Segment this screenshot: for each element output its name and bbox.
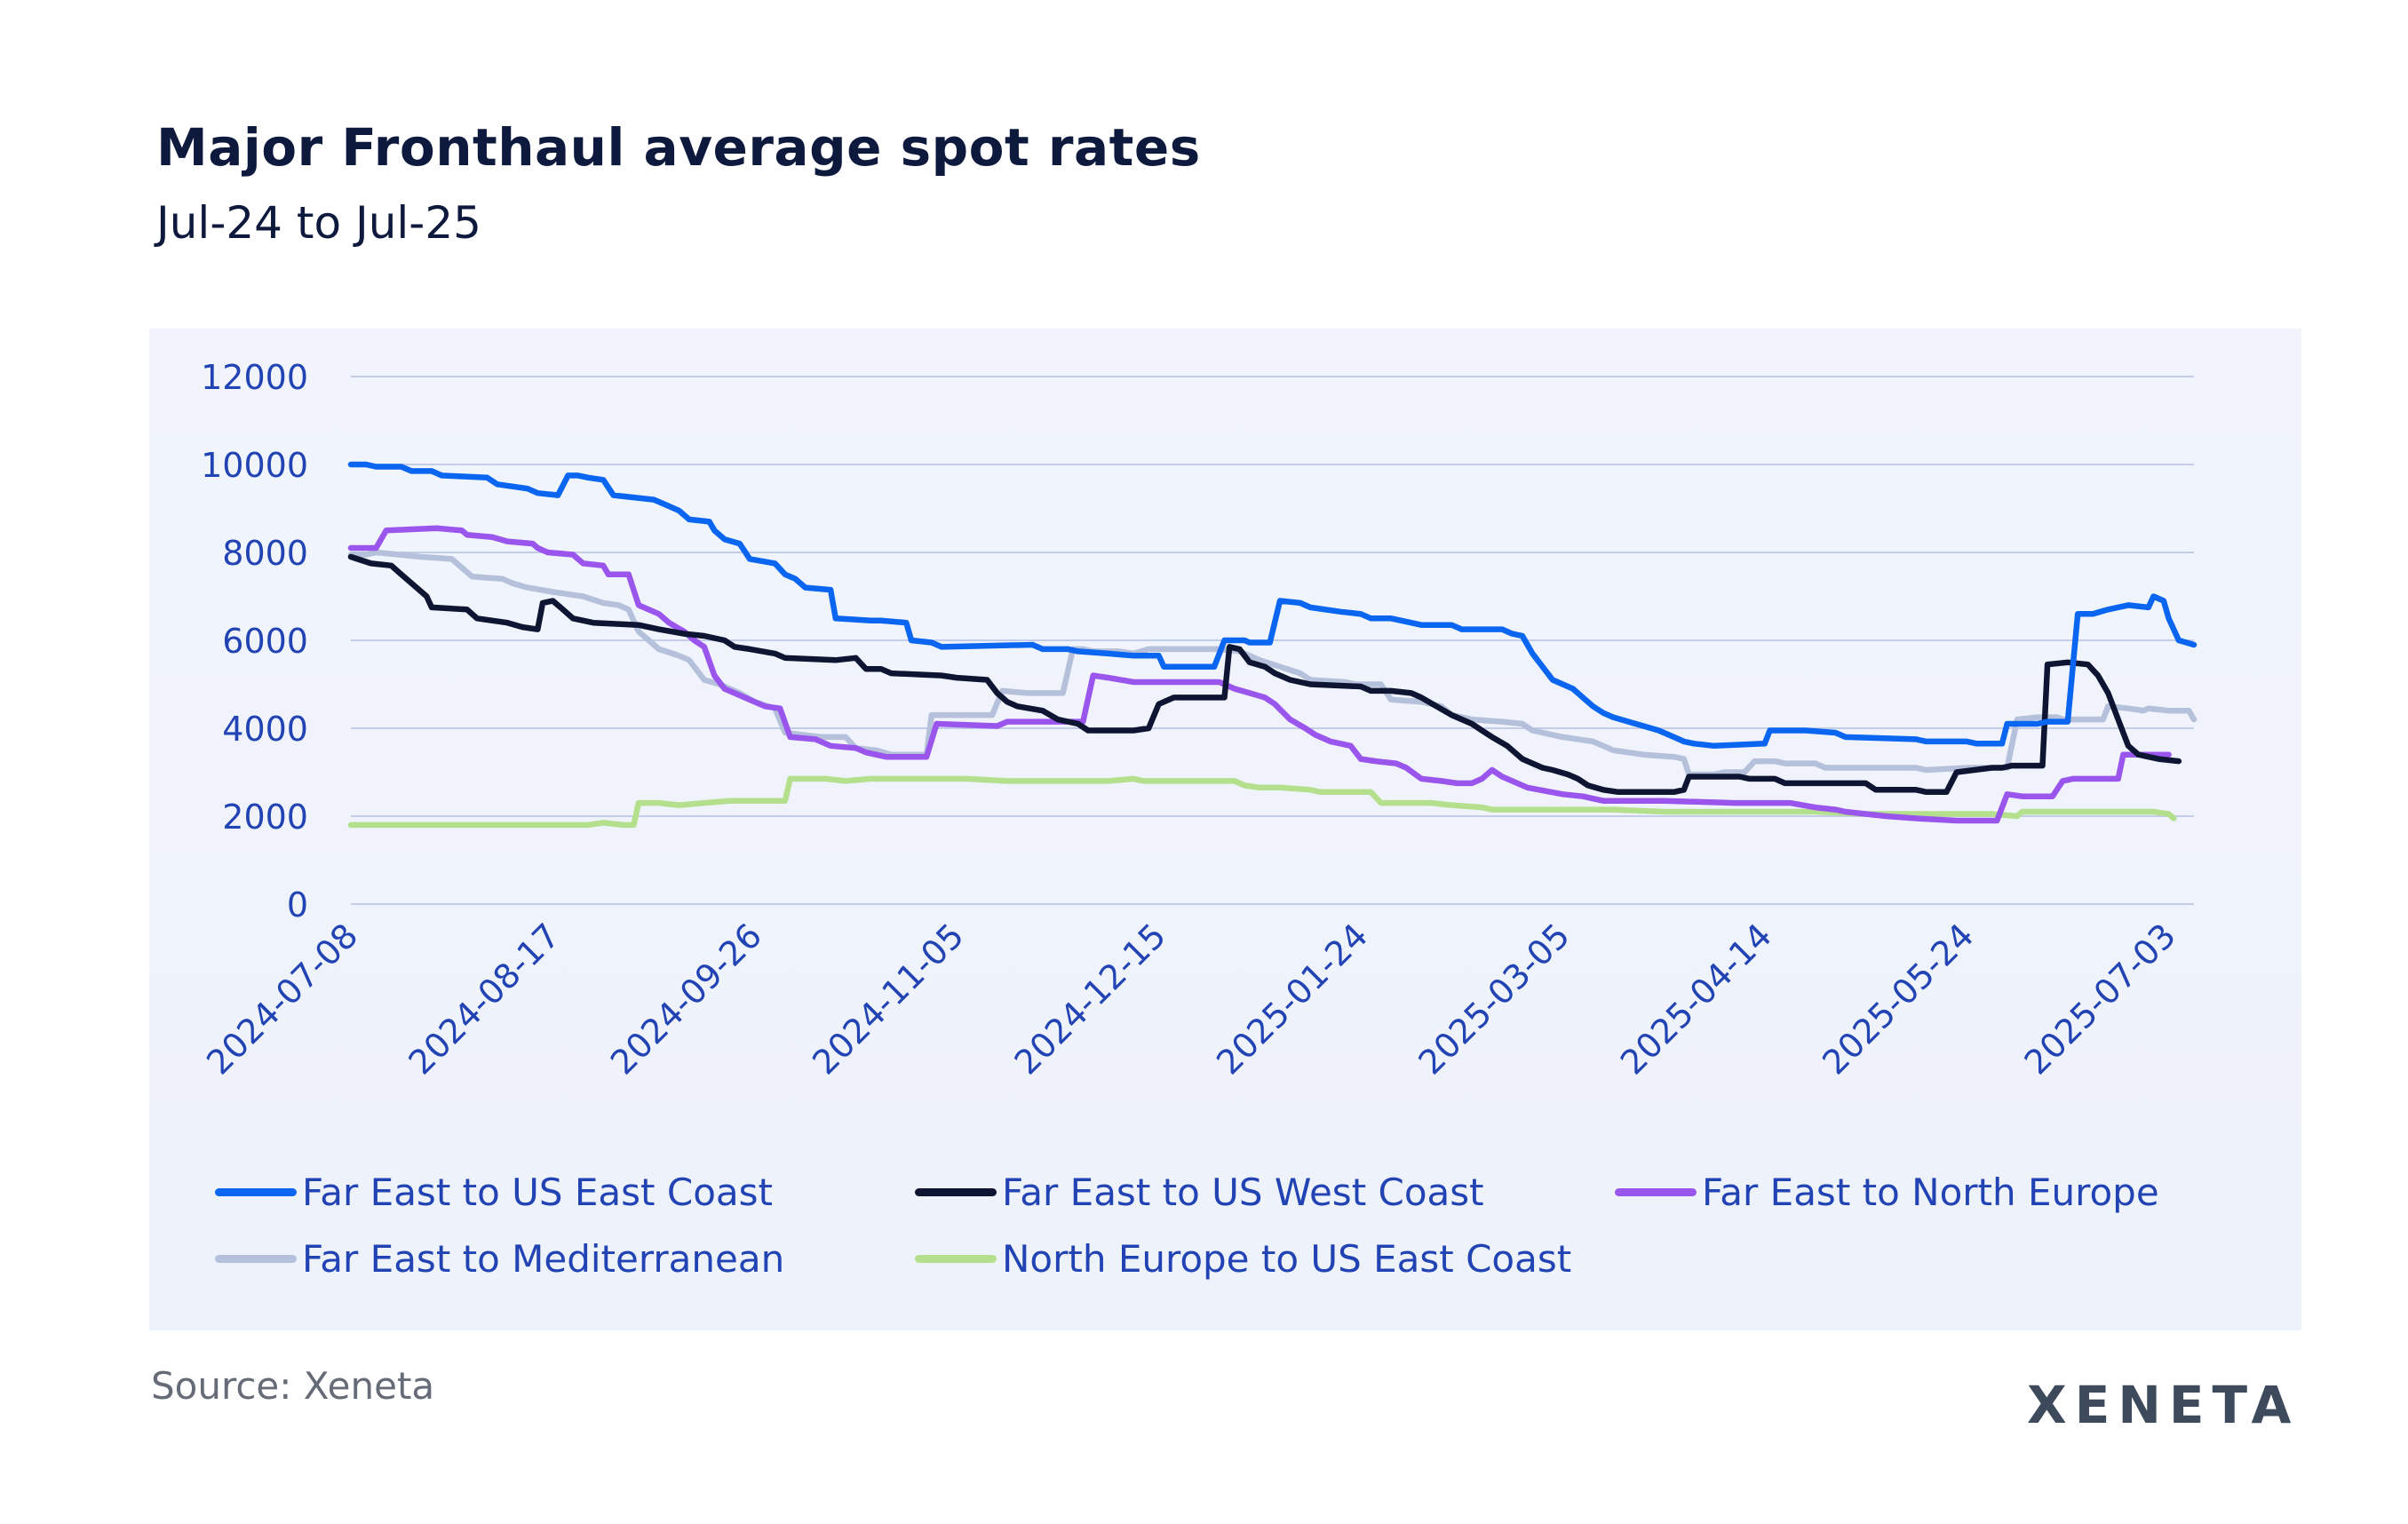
x-tick-label: 2025-05-24 — [1815, 916, 1981, 1082]
series-line-far-east-to-mediterranean — [347, 549, 2197, 778]
x-tick-label: 2024-09-26 — [603, 916, 769, 1082]
y-tick-label: 4000 — [222, 710, 308, 749]
y-tick-label: 8000 — [222, 534, 308, 573]
y-tick-label: 10000 — [201, 446, 308, 485]
y-tick-label: 0 — [287, 885, 308, 925]
x-tick-label: 2025-01-24 — [1209, 916, 1375, 1082]
x-tick-label: 2025-03-05 — [1411, 916, 1577, 1082]
series-line-far-east-to-north-europe — [347, 525, 2172, 824]
x-tick-label: 2024-08-17 — [401, 916, 567, 1082]
x-tick-label: 2024-11-05 — [805, 916, 971, 1082]
series-line-far-east-to-us-east-coast — [347, 461, 2197, 750]
chart-subtitle: Jul-24 to Jul-25 — [156, 197, 481, 249]
series-line-north-europe-to-us-east-coast — [347, 775, 2177, 829]
x-tick-label: 2024-12-15 — [1007, 916, 1173, 1082]
x-tick-label: 2025-04-14 — [1613, 916, 1779, 1082]
y-tick-label: 12000 — [201, 358, 308, 397]
source-note: Source: Xeneta — [151, 1364, 435, 1408]
y-tick-label: 2000 — [222, 798, 308, 837]
series-line-far-east-to-us-west-coast — [347, 553, 2182, 796]
chart-panel — [149, 329, 2301, 1330]
xeneta-logo: XENETA — [2027, 1375, 2300, 1435]
x-tick-label: 2025-07-03 — [2017, 916, 2183, 1082]
y-tick-label: 6000 — [222, 622, 308, 661]
x-tick-label: 2024-07-08 — [199, 916, 365, 1082]
chart-title: Major Fronthaul average spot rates — [156, 117, 1201, 178]
